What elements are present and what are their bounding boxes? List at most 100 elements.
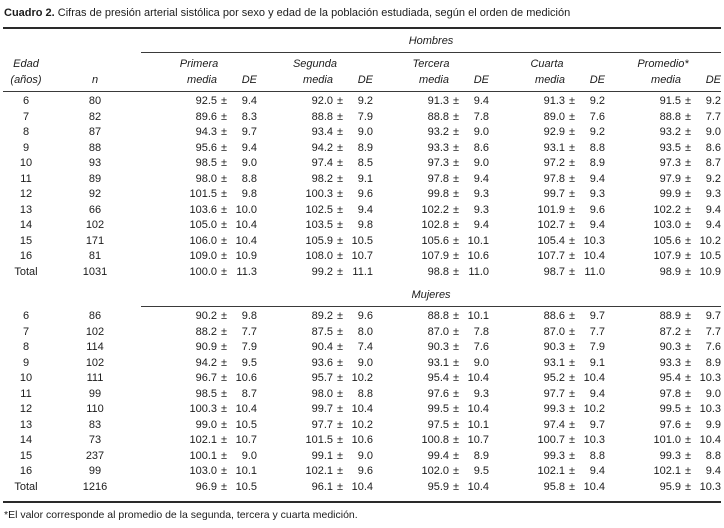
n-cell: 89 <box>88 172 102 185</box>
table-row: 7 82 89.6 ± 8.3 88.8 ± 7.9 88.8 ± 7.8 89… <box>3 110 721 126</box>
plus-minus-sign: ± <box>452 157 460 169</box>
media-value: 91.3 <box>543 95 565 107</box>
media-value: 99.5 <box>659 403 681 415</box>
age-cell: 11 <box>20 172 32 185</box>
media-value: 101.0 <box>653 434 681 446</box>
age-cell: 15 <box>19 234 33 247</box>
media-value: 109.0 <box>189 250 217 262</box>
plus-minus-sign: ± <box>220 372 228 384</box>
de-value: 9.6 <box>357 465 373 477</box>
section-header-hombres: Hombres <box>3 29 721 53</box>
plus-minus-sign: ± <box>568 403 576 415</box>
media-value: 100.3 <box>189 403 217 415</box>
media-value: 90.3 <box>543 341 565 353</box>
de-value: 8.0 <box>357 325 373 338</box>
de-header: DE <box>241 74 257 86</box>
de-value: 10.3 <box>699 480 721 493</box>
plus-minus-sign: ± <box>220 250 228 262</box>
de-header: DE <box>705 74 721 86</box>
de-value: 9.5 <box>473 465 489 477</box>
age-cell: 6 <box>22 95 30 107</box>
plus-minus-sign: ± <box>220 157 228 169</box>
plus-minus-sign: ± <box>336 325 344 338</box>
de-value: 9.6 <box>357 310 373 322</box>
table-row: 10 111 96.7 ± 10.6 95.7 ± 10.2 95.4 ± 10… <box>3 371 721 387</box>
de-value: 7.6 <box>705 341 721 353</box>
de-value: 10.2 <box>351 418 373 431</box>
media-value: 103.0 <box>653 219 681 231</box>
de-value: 7.7 <box>705 110 721 123</box>
header-rule <box>3 91 721 92</box>
de-header: DE <box>589 74 605 86</box>
plus-minus-sign: ± <box>452 265 460 278</box>
media-value: 98.8 <box>427 265 449 278</box>
n-cell: 1031 <box>82 265 108 278</box>
de-value: 8.9 <box>473 449 489 462</box>
group-header-primera: Primera <box>179 58 219 70</box>
mujeres-rows: 6 86 90.2 ± 9.8 89.2 ± 9.6 88.8 ± 10.1 8… <box>3 307 721 495</box>
plus-minus-sign: ± <box>452 172 460 185</box>
de-value: 10.4 <box>351 480 373 493</box>
plus-minus-sign: ± <box>336 126 344 138</box>
plus-minus-sign: ± <box>336 372 344 384</box>
plus-minus-sign: ± <box>452 141 460 154</box>
plus-minus-sign: ± <box>684 172 692 185</box>
de-value: 9.4 <box>589 465 605 477</box>
plus-minus-sign: ± <box>568 250 576 262</box>
de-value: 9.7 <box>589 310 605 322</box>
plus-minus-sign: ± <box>568 157 576 169</box>
plus-minus-sign: ± <box>220 265 228 278</box>
plus-minus-sign: ± <box>568 418 576 431</box>
plus-minus-sign: ± <box>336 387 344 400</box>
plus-minus-sign: ± <box>684 480 692 493</box>
de-value: 8.8 <box>357 387 373 400</box>
media-value: 93.1 <box>543 141 565 154</box>
plus-minus-sign: ± <box>452 418 460 431</box>
plus-minus-sign: ± <box>220 234 228 247</box>
de-value: 9.0 <box>357 126 373 138</box>
media-value: 95.7 <box>311 372 333 384</box>
plus-minus-sign: ± <box>452 480 460 493</box>
de-value: 10.2 <box>351 372 373 384</box>
media-value: 96.9 <box>195 480 217 493</box>
plus-minus-sign: ± <box>452 110 460 123</box>
media-value: 99.3 <box>543 449 565 462</box>
de-value: 9.3 <box>589 188 605 200</box>
media-value: 97.3 <box>659 157 681 169</box>
de-value: 10.1 <box>467 418 489 431</box>
media-value: 99.0 <box>195 418 217 431</box>
age-cell: 6 <box>22 310 30 322</box>
de-value: 7.7 <box>705 325 721 338</box>
n-cell: 237 <box>85 449 105 462</box>
de-value: 9.3 <box>705 188 721 200</box>
de-value: 8.8 <box>589 141 605 154</box>
n-cell: 99 <box>88 387 102 400</box>
de-value: 9.3 <box>473 203 489 216</box>
spacer <box>217 73 231 87</box>
media-value: 107.9 <box>421 250 449 262</box>
media-value: 101.9 <box>537 203 565 216</box>
spacer <box>49 57 141 71</box>
plus-minus-sign: ± <box>336 219 344 231</box>
de-value: 11.0 <box>468 265 489 278</box>
de-value: 9.2 <box>589 126 605 138</box>
de-value: 9.3 <box>473 188 489 200</box>
media-value: 88.8 <box>311 110 333 123</box>
plus-minus-sign: ± <box>684 203 692 216</box>
media-value: 97.8 <box>543 172 565 185</box>
de-value: 7.8 <box>473 325 489 338</box>
plus-minus-sign: ± <box>452 372 460 384</box>
plus-minus-sign: ± <box>568 325 576 338</box>
media-value: 99.1 <box>311 449 333 462</box>
age-cell: 8 <box>22 341 30 353</box>
plus-minus-sign: ± <box>452 219 460 231</box>
media-value: 88.8 <box>659 110 681 123</box>
group-header-segunda: Segunda <box>292 58 338 70</box>
de-value: 9.6 <box>357 188 373 200</box>
de-value: 9.0 <box>241 157 257 169</box>
plus-minus-sign: ± <box>684 110 692 123</box>
media-value: 102.5 <box>305 203 333 216</box>
media-value: 87.0 <box>427 325 449 338</box>
media-value: 102.2 <box>421 203 449 216</box>
age-cell: 8 <box>22 126 30 138</box>
